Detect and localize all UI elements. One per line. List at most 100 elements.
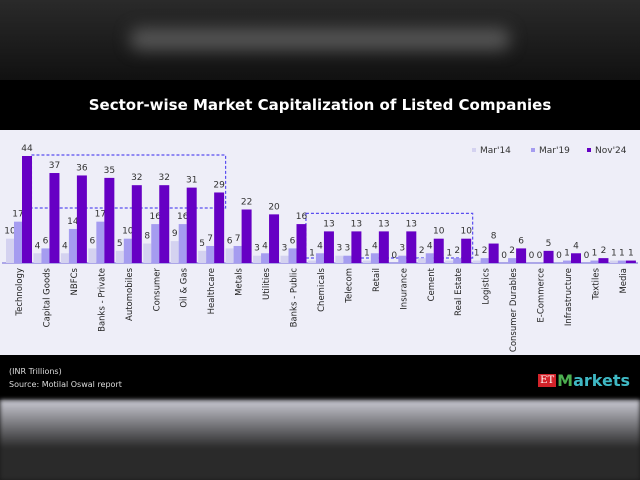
bar: [453, 258, 462, 263]
bar: [351, 231, 362, 263]
category-label: Real Estate: [454, 268, 464, 316]
data-label: 0: [556, 251, 562, 261]
data-label: 2: [509, 246, 515, 256]
bar: [170, 241, 179, 263]
blurred-header: [0, 0, 640, 80]
legend-label: Mar'14: [480, 146, 511, 156]
bar: [131, 185, 142, 263]
bar: [370, 253, 379, 263]
data-label: 9: [172, 229, 178, 239]
bar: [315, 253, 324, 263]
bar: [104, 177, 115, 263]
data-label: 7: [207, 234, 213, 244]
bar: [590, 260, 599, 263]
bar: [398, 255, 407, 263]
data-label: 22: [241, 198, 252, 208]
category-label: Retail: [372, 268, 382, 292]
category-label: Cement: [427, 267, 437, 301]
bar: [33, 253, 42, 263]
data-label: 13: [406, 219, 417, 229]
legend-label: Nov'24: [595, 146, 627, 156]
data-label: 7: [235, 234, 241, 244]
data-label: 44: [21, 144, 33, 154]
bar: [488, 243, 499, 263]
et-markets-logo: ET Markets: [538, 371, 630, 390]
data-label: 20: [268, 202, 280, 212]
data-label: 35: [104, 166, 115, 176]
category-label: Consumer Durables: [509, 267, 519, 352]
category-label: Banks - Private: [97, 268, 107, 332]
bar: [288, 248, 297, 263]
title-band: Sector-wise Market Capitalization of Lis…: [0, 80, 640, 130]
bar: [214, 192, 225, 263]
data-label: 0: [537, 251, 543, 261]
bar: [41, 248, 50, 263]
category-label: Capital Goods: [42, 267, 52, 327]
bar: [241, 209, 252, 263]
data-label: 4: [262, 241, 268, 251]
category-label: Technology: [15, 268, 25, 317]
bar: [617, 260, 626, 263]
bar: [233, 245, 242, 263]
bar: [186, 187, 197, 263]
data-label: 0: [529, 251, 535, 261]
data-label: 2: [454, 246, 460, 256]
data-label: 10: [433, 227, 445, 237]
category-label: Telecom: [344, 268, 354, 304]
data-label: 6: [43, 236, 49, 246]
data-label: 8: [144, 232, 150, 242]
data-label: 13: [323, 219, 334, 229]
data-label: 6: [518, 236, 524, 246]
data-label: 2: [482, 246, 488, 256]
data-label: 16: [150, 212, 162, 222]
data-label: 13: [351, 219, 362, 229]
bar: [378, 231, 389, 263]
category-label: Textiles: [591, 267, 601, 300]
data-label: 1: [564, 249, 570, 259]
bar: [461, 238, 472, 263]
bar: [68, 228, 77, 263]
data-label: 3: [282, 244, 288, 254]
bar: [323, 231, 334, 263]
category-label: Metals: [235, 267, 245, 295]
bar: [417, 258, 426, 263]
bar: [96, 221, 105, 263]
data-label: 2: [601, 246, 607, 256]
footer: (INR Trillions) Source: Motilal Oswal re…: [0, 355, 640, 400]
bar: [425, 253, 434, 263]
data-label: 10: [122, 227, 134, 237]
bar: [123, 238, 132, 263]
bar: [225, 248, 234, 263]
bar: [115, 250, 124, 263]
bar: [609, 260, 618, 263]
bar: [253, 255, 262, 263]
bar: [151, 224, 160, 263]
data-label: 6: [89, 236, 95, 246]
category-label: Infrastructure: [564, 268, 574, 326]
bar: [343, 255, 352, 263]
bar: [472, 260, 481, 263]
bar: [261, 253, 270, 263]
data-label: 31: [186, 176, 197, 186]
data-label: 6: [290, 236, 296, 246]
category-label: Insurance: [399, 268, 409, 310]
bar: [307, 260, 316, 263]
data-label: 0: [584, 251, 590, 261]
data-label: 0: [501, 251, 507, 261]
data-label: 6: [227, 236, 233, 246]
data-label: 32: [159, 173, 170, 183]
data-label: 1: [592, 249, 598, 259]
bar: [60, 253, 69, 263]
data-label: 1: [619, 249, 625, 259]
data-label: 1: [446, 249, 452, 259]
bar: [563, 260, 571, 263]
data-label: 0: [391, 251, 397, 261]
bar: [143, 243, 152, 263]
bar: [480, 258, 489, 263]
data-label: 29: [213, 180, 225, 190]
data-label: 10: [4, 227, 16, 237]
data-label: 4: [372, 241, 378, 251]
bar: [508, 258, 517, 263]
data-label: 17: [12, 210, 23, 220]
